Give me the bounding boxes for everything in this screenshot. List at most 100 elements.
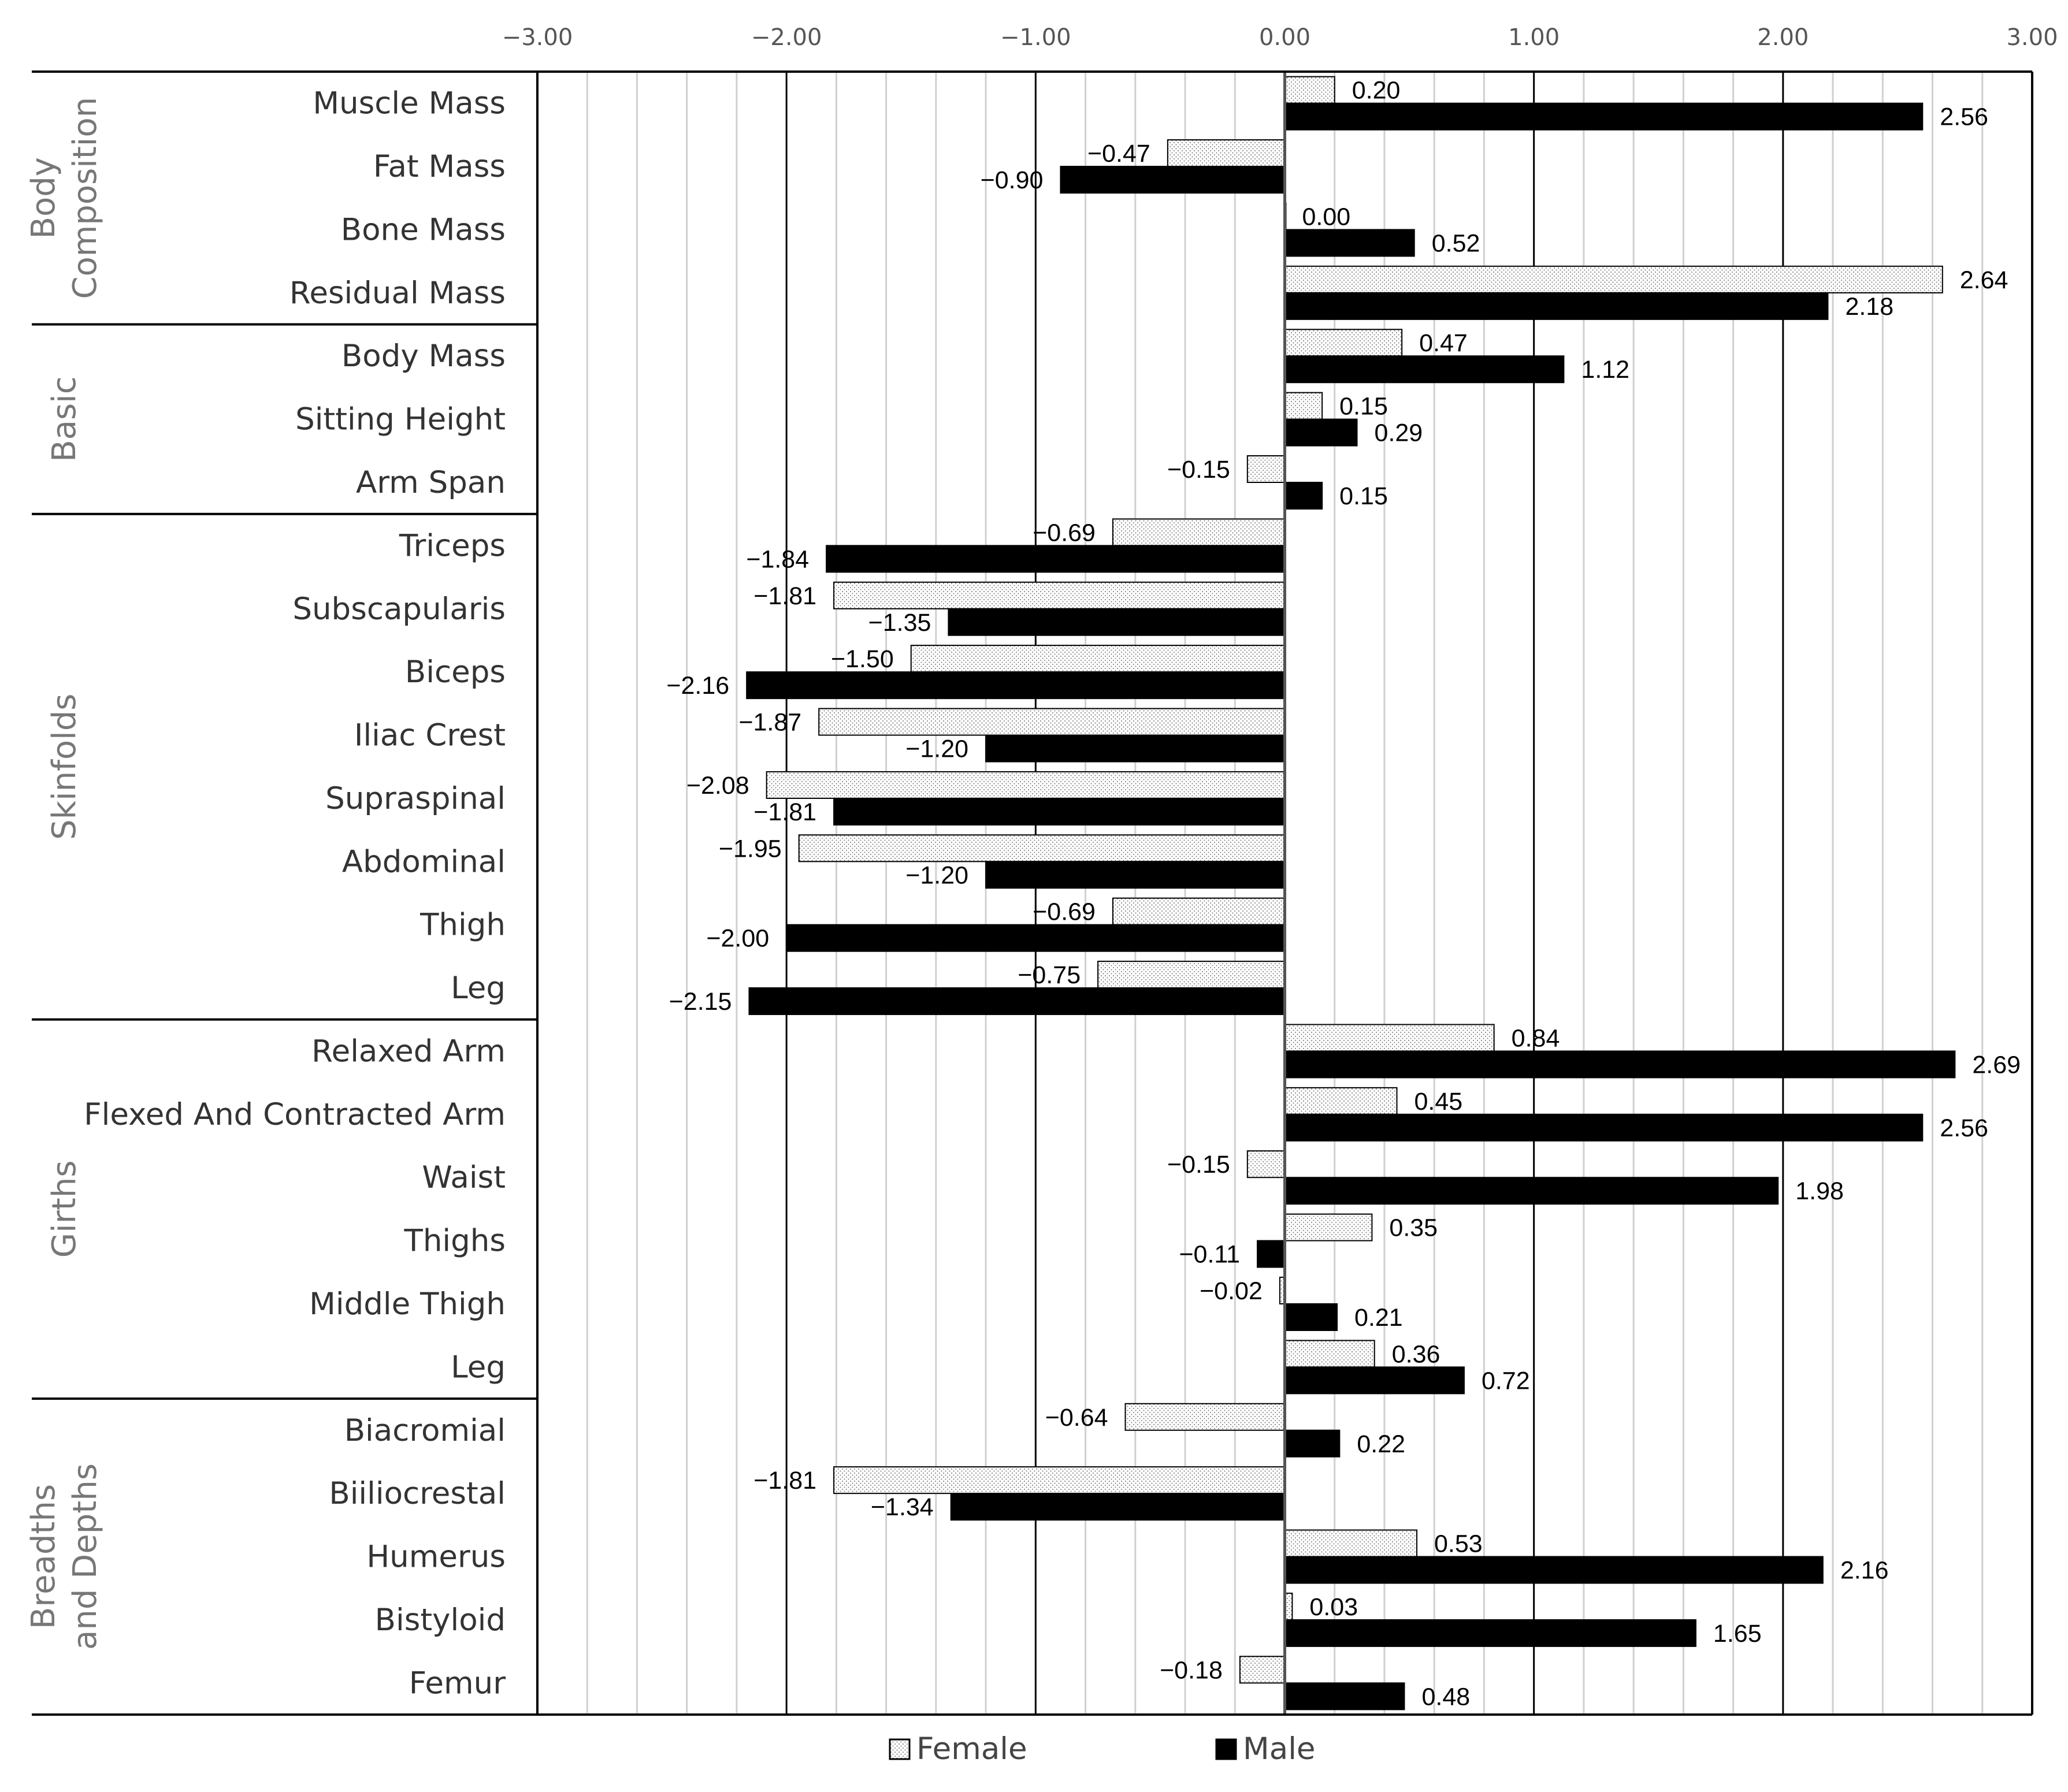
bar-male <box>1284 418 1358 447</box>
bar-female <box>1112 518 1286 546</box>
group-label: Breadths and Depths <box>25 1463 104 1650</box>
data-label-female: −0.47 <box>1087 140 1150 168</box>
legend-swatch-male <box>1215 1738 1237 1760</box>
group-label-line: Skinfolds <box>46 694 83 840</box>
bar-male <box>1060 166 1286 194</box>
group-label: Basic <box>46 376 83 462</box>
bar-male <box>948 608 1286 636</box>
category-label: Biceps <box>405 655 506 690</box>
bar-male <box>1284 1682 1405 1711</box>
legend-label-male: Male <box>1243 1731 1316 1767</box>
data-label-female: −1.50 <box>831 645 894 673</box>
data-label-male: 1.98 <box>1795 1177 1844 1205</box>
legend: Female Male <box>889 1731 1316 1767</box>
bar-male <box>1257 1240 1286 1268</box>
bar-female <box>910 645 1286 673</box>
bar-male <box>748 987 1286 1016</box>
x-axis-tick-labels: −3.00 −2.00 −1.00 0.00 1.00 2.00 3.00 <box>502 24 2058 51</box>
data-label-female: −1.95 <box>719 835 782 862</box>
bar-female <box>1124 1403 1286 1431</box>
bar-male <box>833 797 1286 826</box>
data-label-female: −0.69 <box>1033 898 1096 926</box>
bar-female <box>818 708 1286 736</box>
bar-female <box>1284 329 1403 357</box>
data-label-female: −1.87 <box>738 709 801 737</box>
bar-male <box>826 545 1286 573</box>
category-label: Femur <box>409 1665 506 1701</box>
category-label: Leg <box>451 971 506 1006</box>
category-label: Middle Thigh <box>309 1287 506 1322</box>
bar-male <box>786 924 1286 952</box>
group-label: Skinfolds <box>46 694 83 840</box>
x-tick-label: −1.00 <box>1000 24 1071 51</box>
bar-female <box>1284 392 1323 420</box>
data-label-male: 2.16 <box>1840 1557 1889 1585</box>
bar-female <box>1284 1529 1418 1557</box>
data-label-male: 2.18 <box>1845 293 1893 321</box>
bar-male <box>1284 1366 1465 1395</box>
group-label-line: Composition <box>66 97 104 299</box>
bar-male <box>950 1493 1286 1521</box>
data-label-male: −1.35 <box>868 609 931 637</box>
data-label-female: −2.08 <box>686 772 749 800</box>
bars <box>746 76 1956 1711</box>
data-label-female: −0.69 <box>1033 519 1096 546</box>
bar-male <box>1284 1177 1779 1205</box>
data-label-female: 0.20 <box>1352 77 1401 105</box>
data-label-female: 0.15 <box>1339 393 1388 421</box>
category-label: Residual Mass <box>289 276 506 311</box>
group-label-line: Body <box>25 157 62 239</box>
data-label-female: −0.75 <box>1018 961 1081 989</box>
bar-male <box>746 671 1286 700</box>
data-label-female: −0.18 <box>1160 1656 1223 1684</box>
data-label-female: 0.53 <box>1434 1530 1483 1558</box>
data-labels: 0.20 2.56 −0.47 −0.90 0.00 0.52 2.64 2.18 0.47 1.… <box>666 77 2021 1711</box>
gridlines <box>586 72 1984 1715</box>
data-label-male: −2.15 <box>669 988 732 1016</box>
data-label-female: −0.64 <box>1045 1404 1108 1432</box>
bar-female <box>1284 1087 1398 1115</box>
data-label-female: 0.35 <box>1389 1214 1438 1242</box>
bar-male <box>1284 355 1565 384</box>
data-label-male: 0.48 <box>1421 1683 1470 1711</box>
category-label: Thigh <box>419 908 506 943</box>
data-label-male: −2.16 <box>666 672 729 700</box>
category-label: Supraspinal <box>325 781 506 816</box>
category-label: Arm Span <box>356 465 506 500</box>
category-labels: Muscle Mass Fat Mass Bone Mass Residual Mas… <box>84 86 506 1701</box>
data-label-male: 0.22 <box>1357 1430 1405 1458</box>
bar-male <box>1284 1429 1341 1458</box>
category-label: Bistyloid <box>375 1603 506 1638</box>
bar-female <box>1284 1213 1373 1241</box>
category-label: Muscle Mass <box>313 86 506 121</box>
bar-male <box>1284 1619 1696 1647</box>
category-label: Iliac Crest <box>354 718 506 753</box>
legend-swatch-female <box>889 1738 911 1760</box>
data-label-male: 1.65 <box>1713 1620 1762 1648</box>
category-label: Abdominal <box>342 844 506 879</box>
bar-female <box>833 581 1286 609</box>
data-label-male: 0.72 <box>1482 1367 1530 1395</box>
bar-male <box>1284 1113 1924 1142</box>
bar-female <box>1097 961 1286 989</box>
category-label: Biiliocrestal <box>329 1476 506 1511</box>
category-label: Relaxed Arm <box>311 1033 506 1069</box>
bar-female <box>1284 1340 1375 1368</box>
bar-female <box>1284 76 1335 104</box>
category-label: Waist <box>422 1160 506 1195</box>
category-label: Fat Mass <box>373 149 506 184</box>
data-label-female: 0.84 <box>1512 1024 1560 1052</box>
bar-male <box>985 734 1286 763</box>
data-label-female: −0.15 <box>1167 1151 1230 1178</box>
group-label-line: Girths <box>46 1161 83 1258</box>
data-label-male: −1.84 <box>746 545 809 573</box>
category-label: Body Mass <box>341 339 506 374</box>
x-tick-label: 3.00 <box>2006 24 2058 51</box>
category-label: Flexed And Contracted Arm <box>84 1097 506 1132</box>
data-label-male: −0.11 <box>1179 1241 1240 1269</box>
bar-female <box>1246 455 1286 483</box>
bar-male <box>1284 1303 1338 1331</box>
data-label-male: 0.15 <box>1339 482 1388 510</box>
data-label-male: −0.90 <box>981 166 1044 194</box>
